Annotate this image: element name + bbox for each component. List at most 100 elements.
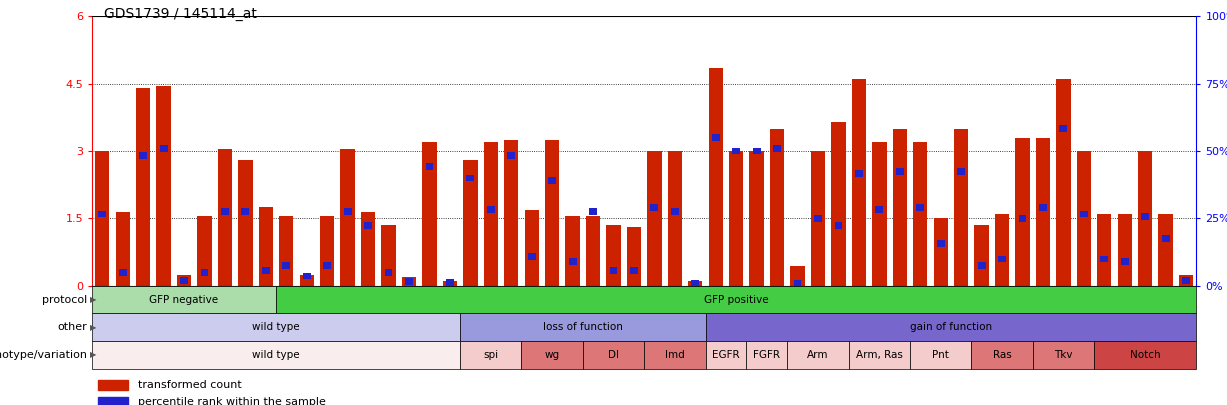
Bar [814,215,822,222]
Bar [361,212,375,286]
Bar [299,275,314,286]
Bar [238,160,253,286]
Text: wg: wg [545,350,560,360]
Bar [733,148,740,154]
Bar [426,164,433,170]
Bar [1097,214,1112,286]
Bar [913,142,928,286]
Bar [834,222,843,228]
Bar [504,140,518,286]
Bar [566,216,579,286]
Bar [995,214,1009,286]
Bar [528,254,536,260]
Text: Ras: Ras [993,350,1011,360]
Bar [1039,204,1047,211]
Bar [200,269,209,276]
Bar [1118,214,1131,286]
Bar [752,148,761,154]
Bar [667,151,682,286]
Bar [156,86,171,286]
Bar [340,149,355,286]
Bar [115,212,130,286]
Bar [483,142,498,286]
Text: wild type: wild type [253,350,299,360]
Bar [160,145,168,152]
Text: spi: spi [483,350,498,360]
Bar [1076,151,1091,286]
Bar [405,278,413,285]
Text: Notch: Notch [1130,350,1161,360]
Bar [627,228,640,286]
Text: wild type: wild type [253,322,299,332]
Bar [831,122,845,286]
Text: ▶: ▶ [90,323,96,332]
Bar [221,209,229,215]
Bar [1101,256,1108,262]
Bar [507,152,515,159]
Bar [279,216,293,286]
Bar [463,160,477,286]
Bar [650,204,659,211]
Bar [323,262,331,269]
Bar [443,281,456,286]
Bar [422,142,437,286]
Bar [259,207,272,286]
Bar [610,267,617,273]
Bar [545,140,560,286]
Bar [136,88,150,286]
Bar [466,175,475,181]
Bar [691,280,699,287]
Bar [917,204,924,211]
Bar [852,79,866,286]
Bar [790,266,805,286]
Text: other: other [58,322,87,332]
Bar [712,134,720,141]
Bar [1080,211,1088,217]
Bar [589,209,598,215]
Bar [974,225,989,286]
Bar [1141,213,1150,220]
Bar [1158,214,1173,286]
Bar [1182,277,1190,284]
Bar [750,151,763,286]
Bar [282,262,291,269]
Bar [936,240,945,247]
Bar [671,209,679,215]
Bar [303,273,310,279]
Bar [998,256,1006,262]
Bar [401,277,416,286]
Bar [794,280,801,287]
Bar [688,281,702,286]
Bar [978,262,985,269]
Bar [647,151,661,286]
Text: Imd: Imd [665,350,685,360]
Bar [729,151,744,286]
Bar [1059,125,1067,132]
Bar [98,211,107,217]
Bar [708,68,723,286]
Bar [548,177,556,183]
Bar [487,206,494,213]
Text: percentile rank within the sample: percentile rank within the sample [137,397,325,405]
Text: GDS1739 / 145114_at: GDS1739 / 145114_at [104,7,258,21]
Bar [177,275,191,286]
Bar [769,129,784,286]
Bar [180,277,188,284]
Text: ▶: ▶ [90,295,96,304]
Bar [119,269,126,276]
Text: genotype/variation: genotype/variation [0,350,87,360]
Bar [261,267,270,273]
Bar [892,129,907,286]
Bar [445,279,454,286]
Bar [1036,138,1050,286]
Bar [585,216,600,286]
Bar [364,222,372,228]
Bar [872,142,886,286]
Bar [953,129,968,286]
Bar [606,225,621,286]
Bar [875,206,883,213]
Text: Arm: Arm [807,350,828,360]
Bar [382,225,395,286]
Bar [320,216,334,286]
Text: loss of function: loss of function [542,322,623,332]
